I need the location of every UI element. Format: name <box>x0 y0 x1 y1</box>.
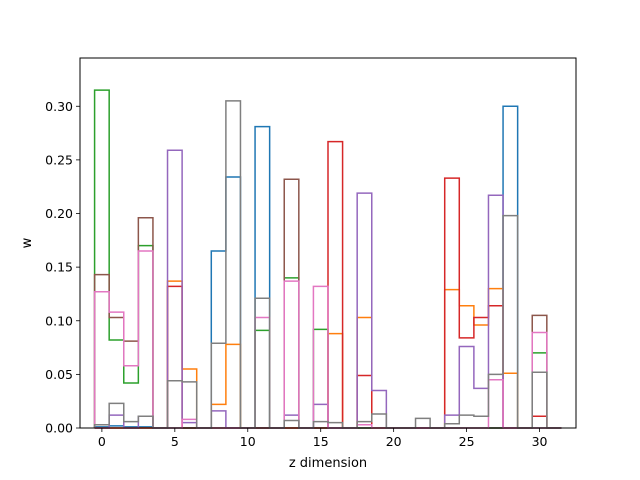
y-tick-label: 0.25 <box>45 152 73 167</box>
x-tick-label: 15 <box>313 434 329 449</box>
x-tick-label: 20 <box>386 434 402 449</box>
x-tick-label: 25 <box>459 434 475 449</box>
y-tick-label: 0.20 <box>45 206 73 221</box>
y-tick-label: 0.05 <box>45 367 73 382</box>
x-axis-ticks: 0 5 10 15 20 25 30 <box>98 428 548 449</box>
x-tick-label: 10 <box>240 434 256 449</box>
x-tick-label: 0 <box>98 434 106 449</box>
y-axis-label: w <box>20 237 35 248</box>
series-line-7 <box>93 100 562 429</box>
x-axis-label: z dimension <box>289 456 367 471</box>
x-tick-label: 30 <box>532 434 548 449</box>
y-axis-ticks: 0.00 0.05 0.10 0.15 0.20 0.25 0.30 <box>45 99 80 436</box>
y-tick-label: 0.10 <box>45 313 73 328</box>
y-tick-label: 0.15 <box>45 260 73 275</box>
plot-frame <box>79 57 577 429</box>
y-tick-label: 0.00 <box>45 421 73 436</box>
y-tick-label: 0.30 <box>45 99 73 114</box>
x-tick-label: 5 <box>171 434 179 449</box>
